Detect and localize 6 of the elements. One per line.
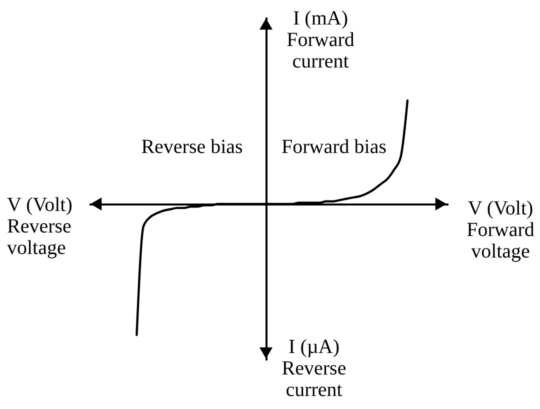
annotation: Forward bias	[282, 136, 387, 158]
x-axis-title: V (Volt) Forward voltage	[466, 198, 534, 262]
text: V (Volt) Reverse voltage	[7, 194, 72, 259]
y-axis-title: I (mA) Forward current	[286, 8, 354, 72]
annotation: Reverse bias	[141, 136, 244, 158]
text: I (µA) Reverse current	[282, 336, 346, 401]
